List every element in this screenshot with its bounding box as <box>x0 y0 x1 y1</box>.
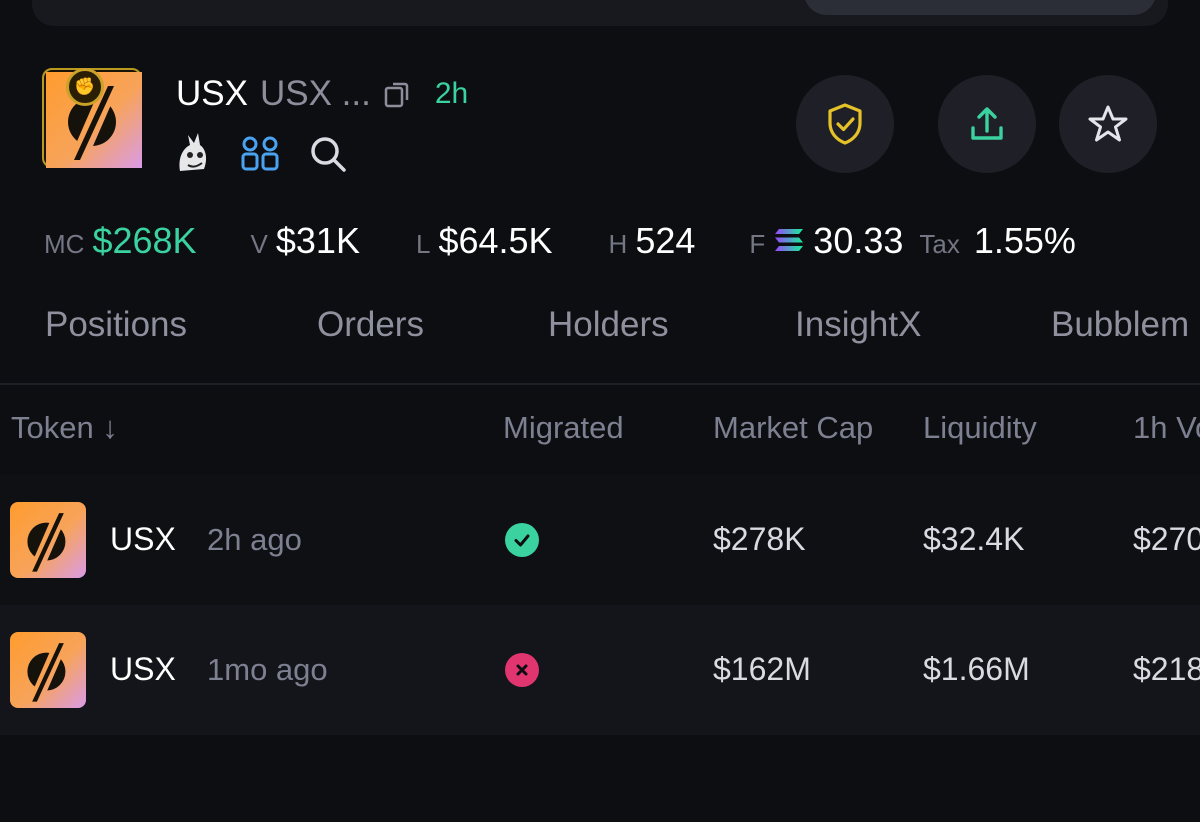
row-token-symbol: USX <box>110 521 176 557</box>
row-liquidity: $32.4K <box>923 521 1025 557</box>
token-stats: MC $268K V $31K L $64.5K H 524 F 30.33 T… <box>44 220 1200 268</box>
stat-label-mc: MC <box>44 229 85 259</box>
token-links <box>172 130 348 178</box>
launchpad-badge-icon: ✊ <box>66 68 104 106</box>
row-volume: $218 <box>1133 651 1200 687</box>
not-migrated-x-icon <box>505 653 539 687</box>
search-pill[interactable] <box>804 0 1156 15</box>
tab-divider <box>0 383 1200 385</box>
stat-value-f: 30.33 <box>813 220 904 261</box>
stat-value-h: 524 <box>635 220 696 261</box>
stat-label-v: V <box>250 229 268 259</box>
dev-mascot-icon[interactable] <box>172 131 212 177</box>
row-market-cap: $278K <box>713 521 806 557</box>
token-symbol: USX <box>176 74 248 113</box>
star-icon <box>1088 105 1128 142</box>
share-upload-icon <box>971 107 1003 140</box>
stat-value-tax: 1.55% <box>973 220 1076 261</box>
tab-bar: Positions Orders Holders InsightX Bubble… <box>0 305 1200 357</box>
shield-check-icon <box>828 103 862 145</box>
token-age: 2h <box>434 77 469 110</box>
column-header-market-cap[interactable]: Market Cap <box>713 410 874 445</box>
stat-value-v: $31K <box>275 220 360 261</box>
favorite-button[interactable] <box>1059 75 1157 173</box>
stat-value-l: $64.5K <box>438 220 553 261</box>
table-row[interactable]: USX 2h ago $278K $32.4K $270 <box>0 475 1200 605</box>
stat-label-l: L <box>415 229 431 259</box>
table-row[interactable]: USX 1mo ago $162M $1.66M $218 <box>0 605 1200 735</box>
row-token-age: 2h ago <box>207 522 302 557</box>
row-liquidity: $1.66M <box>923 651 1030 687</box>
tab-bubblemap[interactable]: Bubblem <box>1051 305 1190 344</box>
row-token-symbol: USX <box>110 651 176 687</box>
migrated-check-icon <box>505 523 539 557</box>
column-header-liquidity[interactable]: Liquidity <box>923 410 1037 445</box>
holders-group-icon[interactable] <box>240 135 280 173</box>
security-button[interactable] <box>796 75 894 173</box>
column-header-token[interactable]: Token ↓ <box>11 410 118 445</box>
column-header-volume[interactable]: 1h Vo <box>1133 410 1200 445</box>
stat-value-mc: $268K <box>92 220 197 261</box>
search-icon[interactable] <box>308 134 348 174</box>
token-title: USX USX ... 2h <box>176 72 468 116</box>
row-market-cap: $162M <box>713 651 811 687</box>
solana-icon <box>775 229 804 251</box>
row-token-logo <box>10 502 86 578</box>
row-token-logo <box>10 632 86 708</box>
stat-label-f: F <box>749 229 766 259</box>
share-button[interactable] <box>938 75 1036 173</box>
tab-orders[interactable]: Orders <box>317 305 424 344</box>
token-logo <box>42 68 142 168</box>
row-token-age: 1mo ago <box>207 652 328 687</box>
token-name: USX ... <box>259 74 371 113</box>
tab-positions[interactable]: Positions <box>45 305 188 344</box>
copy-icon[interactable] <box>383 79 413 109</box>
column-header-migrated[interactable]: Migrated <box>503 410 624 445</box>
stat-label-tax: Tax <box>919 229 960 259</box>
tab-insightx[interactable]: InsightX <box>795 305 922 344</box>
tab-holders[interactable]: Holders <box>548 305 669 344</box>
stat-label-h: H <box>608 229 628 259</box>
row-volume: $270 <box>1133 521 1200 557</box>
